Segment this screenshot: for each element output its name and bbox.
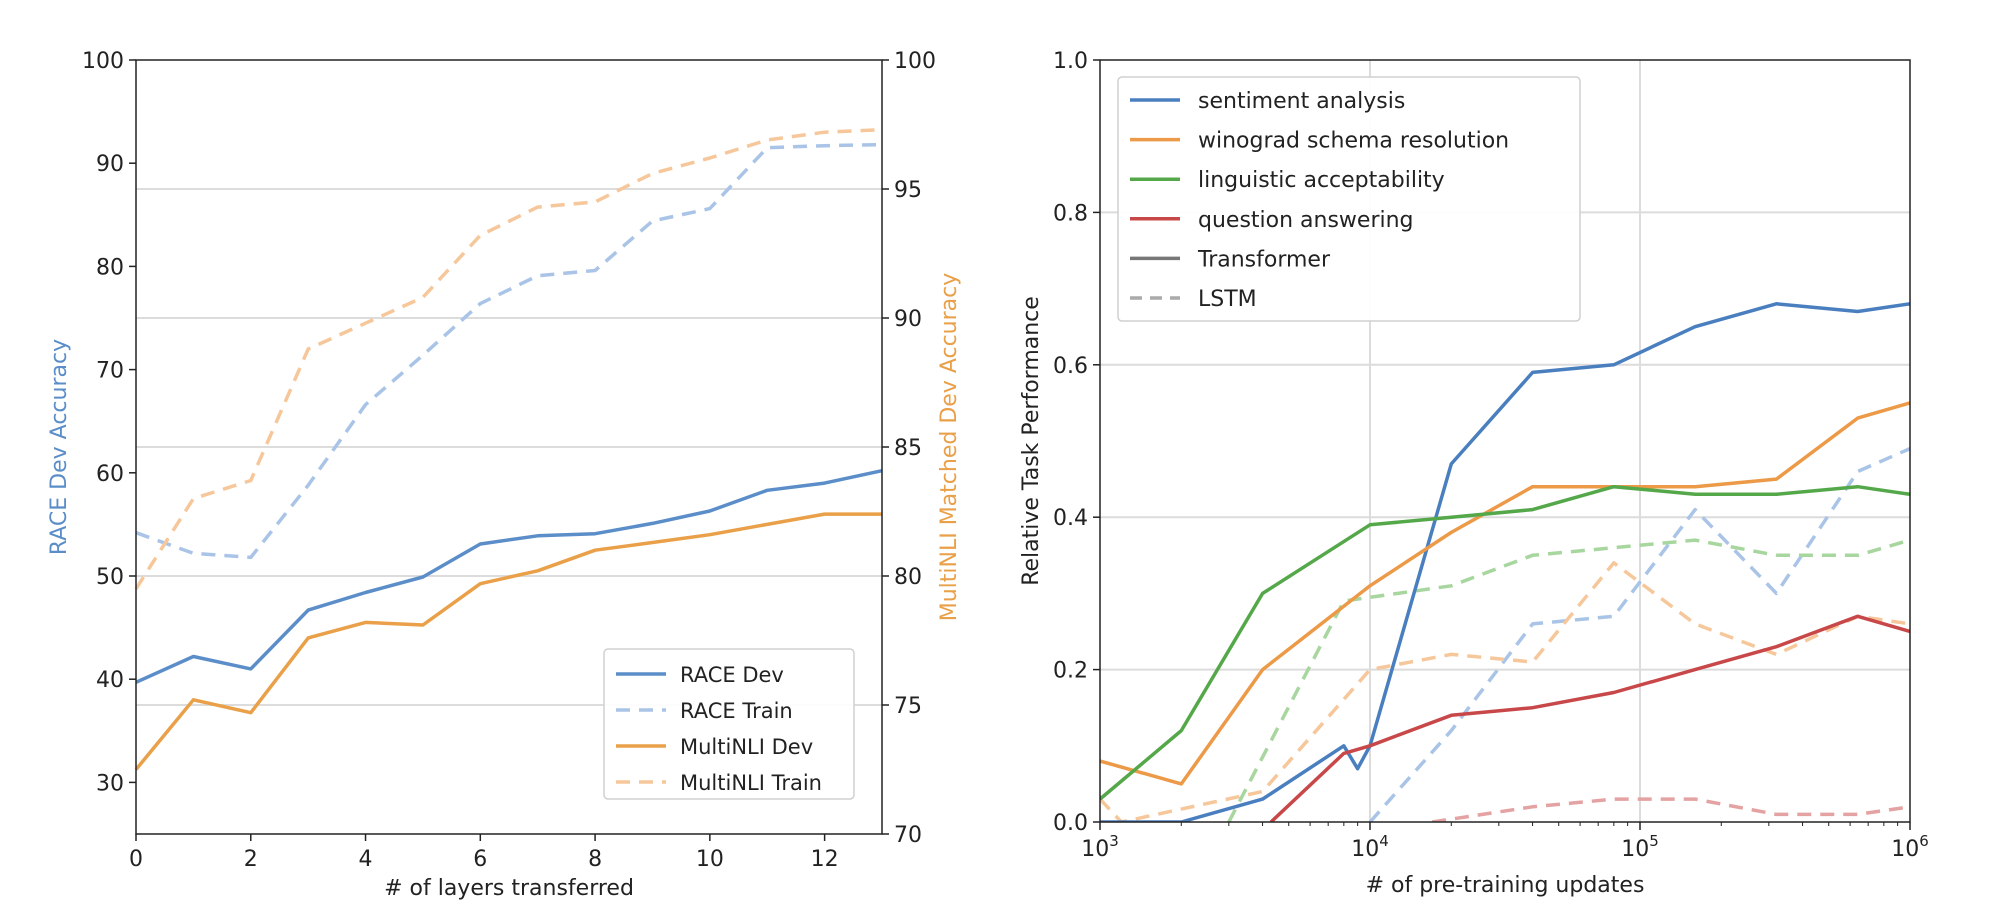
left-y-tick-label: 60 bbox=[96, 462, 124, 487]
right-chart-y-tick-label: 0.2 bbox=[1053, 659, 1088, 684]
right-y-tick-label: 75 bbox=[894, 694, 922, 719]
right-chart-y-tick-label: 0.8 bbox=[1053, 201, 1088, 226]
left-x-axis-label: # of layers transferred bbox=[384, 876, 634, 901]
right-y-tick-label: 70 bbox=[894, 823, 922, 848]
right-legend: sentiment analysis winograd schema resolu… bbox=[1117, 76, 1581, 322]
legend-label-multinli-dev: MultiNLI Dev bbox=[680, 735, 813, 759]
series-line-linguistic-acceptability-transformer bbox=[1100, 484, 1910, 801]
right-gridlines bbox=[1100, 60, 1910, 822]
right-chart-y-tick-label: 0.4 bbox=[1053, 506, 1088, 531]
left-x-tick-label: 6 bbox=[473, 847, 487, 872]
right-y-tick-label: 85 bbox=[894, 436, 922, 461]
right-y-tick-label: 100 bbox=[894, 49, 936, 74]
series-line-question-answering-lstm bbox=[1431, 797, 1910, 822]
legend-label-question-answering: question answering bbox=[1198, 208, 1414, 233]
right-y-tick-label: 95 bbox=[894, 178, 922, 203]
right-ticks: 103 104 105 106 0.0 0.2 0.4 0.6 0.8 1.0 bbox=[1053, 49, 1929, 862]
right-plot-frame bbox=[1099, 59, 1911, 823]
left-y-tick-label: 50 bbox=[96, 565, 124, 590]
left-x-tick-label: 12 bbox=[811, 847, 839, 872]
left-legend: RACE Dev RACE Train MultiNLI Dev MultiNLI T… bbox=[603, 648, 855, 800]
legend-label-race-dev: RACE Dev bbox=[680, 663, 784, 687]
left-x-tick-label: 8 bbox=[588, 847, 602, 872]
left-x-tick-label: 4 bbox=[359, 847, 373, 872]
legend-label-winograd-schema-resolution: winograd schema resolution bbox=[1198, 129, 1509, 154]
left-y-tick-label: 80 bbox=[96, 255, 124, 280]
legend-label-transformer: Transformer bbox=[1197, 247, 1331, 272]
legend-label-multinli-train: MultiNLI Train bbox=[680, 771, 822, 795]
series-line-race-train bbox=[135, 142, 883, 560]
series-line-linguistic-acceptability-lstm bbox=[1227, 538, 1910, 822]
right-chart-y-tick-label: 0.0 bbox=[1053, 811, 1088, 836]
left-y-tick-label: 40 bbox=[96, 668, 124, 693]
legend-label-sentiment-analysis: sentiment analysis bbox=[1198, 89, 1405, 114]
chart-layer-transfer: 0 2 4 6 8 10 12 30 40 50 60 70 80 90 100 70 75 80 85 90 95 10… bbox=[47, 49, 962, 901]
right-x-tick-label: 106 bbox=[1891, 832, 1929, 862]
left-series-lines bbox=[134, 127, 883, 771]
right-legend-box bbox=[1117, 76, 1581, 322]
right-y-axis-label: MultiNLI Matched Dev Accuracy bbox=[937, 273, 962, 622]
right-chart-y-tick-label: 0.6 bbox=[1053, 354, 1088, 379]
left-y-tick-label: 70 bbox=[96, 359, 124, 384]
left-ticks: 0 2 4 6 8 10 12 30 40 50 60 70 80 90 100 70 75 80 85 90 95 10… bbox=[82, 49, 936, 872]
right-chart-y-tick-label: 1.0 bbox=[1053, 49, 1088, 74]
right-x-tick-label: 105 bbox=[1621, 832, 1659, 862]
right-y-tick-label: 90 bbox=[894, 307, 922, 332]
left-y-tick-label: 90 bbox=[96, 152, 124, 177]
series-line-winograd-schema-resolution-transformer bbox=[1100, 401, 1910, 786]
right-y-tick-label: 80 bbox=[894, 565, 922, 590]
series-line-multinli-dev bbox=[134, 512, 882, 771]
legend-label-lstm: LSTM bbox=[1198, 287, 1257, 312]
series-line-question-answering-transformer bbox=[1269, 614, 1910, 822]
right-x-axis-label: # of pre-training updates bbox=[1366, 873, 1645, 898]
left-y-axis-label: RACE Dev Accuracy bbox=[47, 339, 72, 555]
left-x-tick-label: 10 bbox=[696, 847, 724, 872]
right-x-tick-label: 104 bbox=[1351, 832, 1389, 862]
series-line-multinli-train bbox=[134, 127, 883, 590]
series-line-race-dev bbox=[135, 468, 883, 684]
chart-pretraining-updates: 103 104 105 106 0.0 0.2 0.4 0.6 0.8 1.0 # of pre-… bbox=[1019, 49, 1929, 898]
left-gridlines bbox=[136, 188, 882, 706]
series-line-sentiment-analysis-transformer bbox=[1100, 302, 1910, 822]
left-y-tick-label: 100 bbox=[82, 49, 124, 74]
left-x-tick-label: 2 bbox=[244, 847, 258, 872]
right-series-lines bbox=[1100, 302, 1910, 822]
legend-label-race-train: RACE Train bbox=[680, 699, 793, 723]
left-legend-box bbox=[603, 648, 855, 800]
left-y-tick-label: 30 bbox=[96, 771, 124, 796]
left-x-tick-label: 0 bbox=[129, 847, 143, 872]
series-line-winograd-schema-resolution-lstm bbox=[1100, 561, 1910, 822]
right-chart-y-axis-label: Relative Task Performance bbox=[1019, 296, 1044, 586]
legend-label-linguistic-acceptability: linguistic acceptability bbox=[1198, 168, 1445, 193]
right-x-tick-label: 103 bbox=[1081, 832, 1119, 862]
